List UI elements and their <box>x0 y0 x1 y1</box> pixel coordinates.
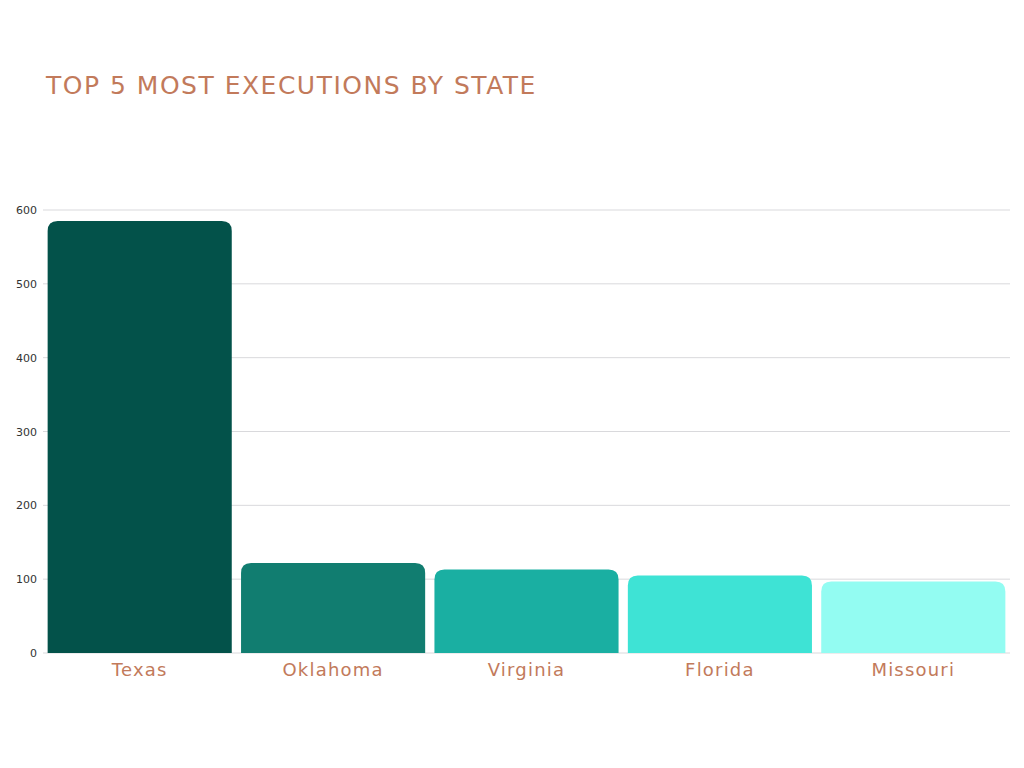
y-tick-label: 500 <box>16 278 37 291</box>
bar <box>434 570 618 653</box>
grid <box>43 210 1010 653</box>
y-tick-label: 100 <box>16 573 37 586</box>
y-tick-label: 300 <box>16 426 37 439</box>
chart-root: TOP 5 MOST EXECUTIONS BY STATE 0 100 200 300… <box>0 0 1024 768</box>
x-tick-label: Florida <box>685 659 755 680</box>
chart-svg: TOP 5 MOST EXECUTIONS BY STATE 0 100 200 300… <box>0 0 1024 768</box>
y-tick-label: 600 <box>16 204 37 217</box>
x-tick-label: Missouri <box>871 659 955 680</box>
y-tick-label: 0 <box>30 647 37 660</box>
y-tick-label: 400 <box>16 352 37 365</box>
bar <box>628 575 812 653</box>
x-tick-label: Virginia <box>488 659 565 680</box>
grid-line <box>43 210 1010 211</box>
x-tick-label: Texas <box>111 659 168 680</box>
title: TOP 5 MOST EXECUTIONS BY STATE <box>45 71 537 100</box>
bar <box>48 221 232 653</box>
y-tick-label: 200 <box>16 499 37 512</box>
bars <box>48 221 1006 653</box>
bar <box>241 563 425 653</box>
bar <box>821 581 1005 653</box>
x-tick-label: Oklahoma <box>282 659 383 680</box>
